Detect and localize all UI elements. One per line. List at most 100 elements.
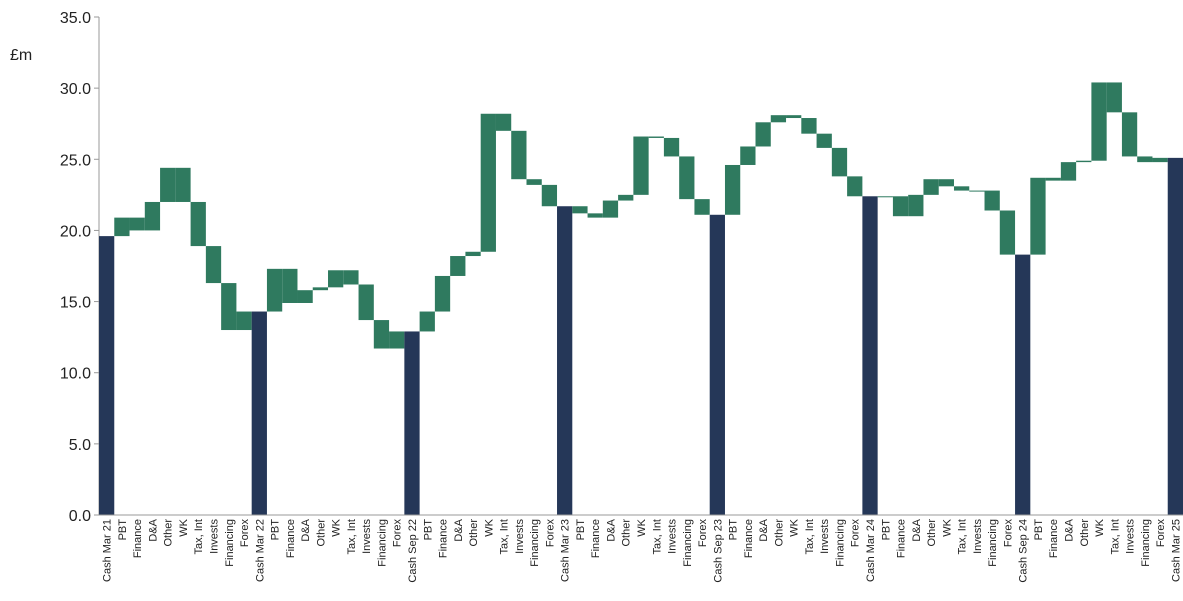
change-bar xyxy=(144,201,161,231)
x-category-label: PBT xyxy=(728,519,740,541)
x-category-label: Cash Sep 23 xyxy=(712,519,724,583)
x-category-label: Financing xyxy=(376,519,388,567)
x-category-label: PBT xyxy=(880,519,892,541)
x-category-label: Cash Sep 24 xyxy=(1018,519,1030,583)
change-bar xyxy=(724,164,741,215)
total-bar xyxy=(1167,157,1183,515)
x-category-label: Forex xyxy=(1155,519,1167,548)
change-bar xyxy=(1091,82,1107,161)
x-category-label: Finance xyxy=(438,519,450,558)
change-bar xyxy=(328,270,344,288)
x-category-label: Cash Mar 25 xyxy=(1170,519,1182,582)
change-bar xyxy=(419,311,435,332)
x-category-label: D&A xyxy=(300,518,312,541)
x-category-label: WK xyxy=(331,518,343,536)
y-axis-unit-label: £m xyxy=(10,47,32,64)
x-category-label: Tax, Int xyxy=(499,519,511,554)
change-bar xyxy=(495,113,512,131)
x-category-label: Financing xyxy=(529,519,541,567)
change-bar xyxy=(984,190,1000,211)
x-category-label: WK xyxy=(789,518,801,536)
x-category-label: Finance xyxy=(132,519,144,558)
change-bar xyxy=(160,167,176,202)
change-bar xyxy=(847,176,863,197)
change-bar xyxy=(358,284,374,321)
change-bar xyxy=(648,136,664,138)
x-category-label: D&A xyxy=(147,518,159,541)
x-category-label: Cash Mar 24 xyxy=(865,519,877,582)
change-bar xyxy=(114,217,130,237)
total-bar xyxy=(862,196,878,515)
x-category-label: Tax, Int xyxy=(957,519,969,554)
bars xyxy=(99,82,1183,516)
change-bar xyxy=(511,130,527,180)
change-bar xyxy=(816,133,832,148)
change-bar xyxy=(1076,160,1092,163)
x-category-label: Forex xyxy=(697,519,709,548)
x-category-label: Cash Mar 23 xyxy=(560,519,572,582)
total-bar xyxy=(404,331,420,515)
y-tick-label: 5.0 xyxy=(69,437,91,454)
change-bar xyxy=(297,290,313,303)
x-category-label: Tax, Int xyxy=(1109,519,1121,554)
y-tick-label: 25.0 xyxy=(60,152,91,169)
x-category-label: Other xyxy=(926,519,938,547)
x-category-label: Tax, Int xyxy=(651,519,663,554)
change-bar xyxy=(389,331,405,349)
y-tick-label: 35.0 xyxy=(60,10,91,27)
x-category-label: Financing xyxy=(834,519,846,567)
change-bar xyxy=(618,194,634,201)
x-category-label: Other xyxy=(773,519,785,547)
x-category-label: PBT xyxy=(117,519,129,541)
y-tick-label: 10.0 xyxy=(60,366,91,383)
change-bar xyxy=(434,275,451,312)
change-bar xyxy=(953,186,970,191)
change-bar xyxy=(923,179,939,195)
x-category-label: Invests xyxy=(209,519,221,554)
x-category-label: Financing xyxy=(987,519,999,567)
x-category-label: Other xyxy=(1079,519,1091,547)
x-category-label: PBT xyxy=(575,519,587,541)
change-bar xyxy=(786,115,802,119)
x-category-label: PBT xyxy=(1033,519,1045,541)
x-category-label: WK xyxy=(1094,518,1106,536)
change-bar xyxy=(938,179,954,187)
change-bar xyxy=(663,137,680,157)
x-category-label: Invests xyxy=(514,519,526,554)
x-category-label: Forex xyxy=(392,519,404,548)
x-category-label: WK xyxy=(636,518,648,536)
change-bar xyxy=(801,118,817,134)
change-bar xyxy=(831,147,848,177)
change-bar xyxy=(1152,157,1168,163)
change-bar xyxy=(679,156,695,200)
x-category-label: Other xyxy=(468,519,480,547)
x-category-label: Invests xyxy=(1125,519,1137,554)
x-category-label: Tax, Int xyxy=(346,519,358,554)
change-bar xyxy=(572,206,588,214)
change-bar xyxy=(266,268,283,312)
change-bar xyxy=(633,136,649,195)
change-bar xyxy=(694,199,710,215)
change-bar xyxy=(236,311,252,331)
x-category-label: Invests xyxy=(361,519,373,554)
x-category-label: D&A xyxy=(453,518,465,541)
change-bar xyxy=(755,122,771,147)
change-bar xyxy=(969,190,985,192)
x-category-label: WK xyxy=(941,518,953,536)
change-bar xyxy=(1137,156,1153,163)
x-category-label: Tax, Int xyxy=(804,519,816,554)
change-bar xyxy=(1045,177,1061,181)
change-bar xyxy=(343,270,359,285)
change-bar xyxy=(465,251,481,257)
change-bar xyxy=(526,179,542,185)
change-bar xyxy=(129,217,145,231)
change-bar xyxy=(999,210,1016,255)
x-category-label: Financing xyxy=(1140,519,1152,567)
x-category-label: Tax, Int xyxy=(193,519,205,554)
x-category-label: Finance xyxy=(743,519,755,558)
y-tick-label: 15.0 xyxy=(60,295,91,312)
x-category-label: Financing xyxy=(682,519,694,567)
change-bar xyxy=(221,283,237,331)
x-category-label: Forex xyxy=(1002,519,1014,548)
